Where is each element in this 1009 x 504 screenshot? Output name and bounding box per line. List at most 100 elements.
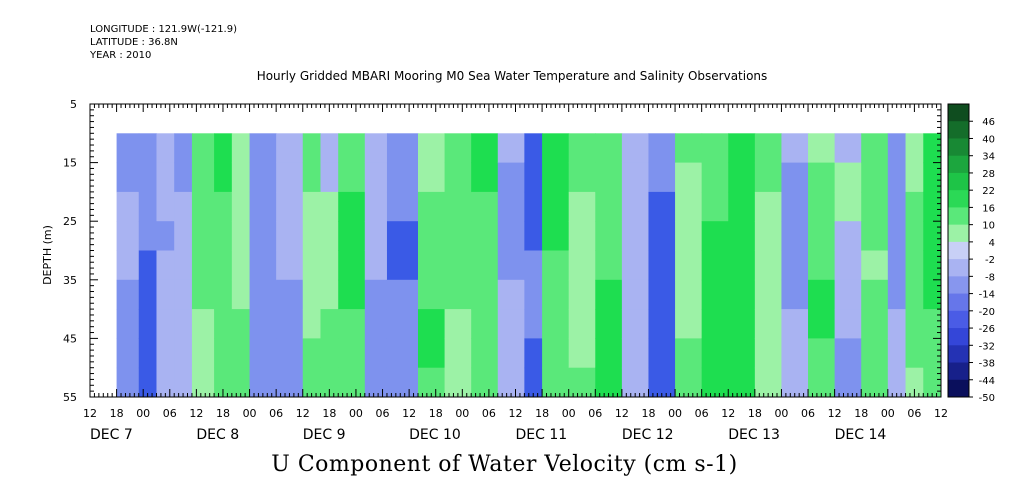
heatmap-cell: [621, 133, 649, 164]
heatmap-cell: [524, 309, 543, 339]
x-hour-label: 12: [934, 407, 948, 420]
heatmap-cell: [497, 250, 525, 281]
heatmap-cell: [808, 279, 836, 310]
heatmap-cell: [728, 162, 756, 193]
heatmap-cell: [249, 309, 277, 339]
heatmap-cell: [497, 191, 525, 222]
heatmap-cell: [595, 338, 623, 369]
heatmap-cell: [728, 309, 756, 339]
x-hour-label: 06: [163, 407, 177, 420]
x-hour-label: 18: [748, 407, 762, 420]
heatmap-cell: [595, 309, 623, 339]
y-tick-label: 5: [70, 98, 77, 111]
heatmap-cell: [497, 221, 525, 251]
heatmap-cell: [116, 191, 140, 222]
heatmap-cell: [648, 367, 676, 398]
x-hour-label: 12: [402, 407, 416, 420]
x-hour-label: 06: [695, 407, 709, 420]
heatmap-cell: [276, 162, 304, 193]
heatmap-cell: [923, 279, 942, 310]
heatmap-cell: [138, 309, 157, 339]
heatmap-cell: [675, 250, 703, 281]
heatmap-cell: [231, 279, 251, 310]
heatmap-cell: [174, 338, 193, 369]
heatmap-cell: [191, 221, 215, 251]
colorbar-band: [948, 224, 969, 243]
heatmap-cell: [754, 250, 782, 281]
colorbar-band: [948, 104, 969, 122]
x-hour-label: 18: [641, 407, 655, 420]
heatmap-cell: [923, 162, 942, 193]
x-hour-label: 00: [668, 407, 682, 420]
heatmap-cell: [754, 162, 782, 193]
heatmap-cell: [701, 133, 729, 164]
heatmap-cell: [595, 367, 623, 398]
heatmap-cell: [116, 250, 140, 281]
heatmap-cell: [174, 191, 193, 222]
heatmap-cell: [781, 309, 809, 339]
heatmap-cell: [302, 250, 321, 281]
colorbar-label: -44: [979, 376, 995, 387]
x-hour-label: 06: [269, 407, 283, 420]
heatmap-cell: [231, 133, 251, 164]
heatmap-cell: [701, 162, 729, 193]
y-tick-label: 45: [63, 332, 77, 345]
heatmap-cell: [621, 162, 649, 193]
heatmap-cell: [444, 221, 472, 251]
heatmap-cell: [542, 338, 570, 369]
x-hour-label: 18: [535, 407, 549, 420]
heatmap-cell: [808, 221, 836, 251]
heatmap-cell: [887, 133, 907, 164]
heatmap-cell: [302, 221, 321, 251]
heatmap-cell: [417, 367, 446, 398]
heatmap-cell: [338, 279, 366, 310]
heatmap-cell: [905, 191, 924, 222]
heatmap-cell: [338, 221, 366, 251]
heatmap-cell: [497, 309, 525, 339]
heatmap-cell: [174, 221, 193, 251]
heatmap-cell: [497, 162, 525, 193]
heatmap-cell: [834, 367, 862, 398]
longitude-label: LONGITUDE : 121.9W(-121.9): [90, 24, 237, 35]
heatmap-cell: [174, 250, 193, 281]
heatmap-cell: [701, 367, 729, 398]
heatmap-cell: [781, 191, 809, 222]
x-day-label: DEC 14: [835, 427, 887, 443]
heatmap-cell: [861, 162, 889, 193]
heatmap-cell: [364, 133, 388, 164]
heatmap-cell: [887, 250, 907, 281]
x-hour-label: 18: [216, 407, 230, 420]
heatmap-cell: [524, 250, 543, 281]
heatmap-cell: [302, 309, 321, 339]
heatmap-cell: [524, 162, 543, 193]
colorbar-band: [948, 121, 969, 139]
colorbar-band: [948, 276, 969, 295]
heatmap-cell: [905, 367, 924, 398]
heatmap-cell: [276, 133, 304, 164]
heatmap-cell: [648, 279, 676, 310]
heatmap-cell: [156, 250, 175, 281]
colorbar: 46 40 34 28 22 16 10 4 -2 -8 -14 -20 -26 -32 -38 -44 -50: [947, 103, 995, 404]
heatmap-cell: [214, 279, 233, 310]
y-tick-label: 15: [63, 157, 77, 170]
heatmap-cell: [386, 338, 419, 369]
heatmap-cell: [808, 309, 836, 339]
colorbar-band: [948, 207, 969, 226]
heatmap-cell: [364, 279, 388, 310]
colorbar-label: -20: [979, 307, 995, 318]
heatmap-cell: [834, 279, 862, 310]
heatmap-cell: [364, 162, 388, 193]
heatmap-cell: [497, 338, 525, 369]
heatmap-cell: [568, 367, 596, 398]
heatmap-cell: [781, 221, 809, 251]
heatmap-cell: [905, 133, 924, 164]
heatmap-cell: [191, 191, 215, 222]
heatmap-cell: [542, 133, 570, 164]
heatmap-cell: [231, 338, 251, 369]
x-hour-label: 00: [136, 407, 150, 420]
heatmap-cell: [174, 279, 193, 310]
colorbar-label: -8: [985, 272, 995, 283]
colorbar-band: [948, 190, 969, 208]
heatmap-cell: [905, 279, 924, 310]
colorbar-band: [948, 362, 969, 381]
